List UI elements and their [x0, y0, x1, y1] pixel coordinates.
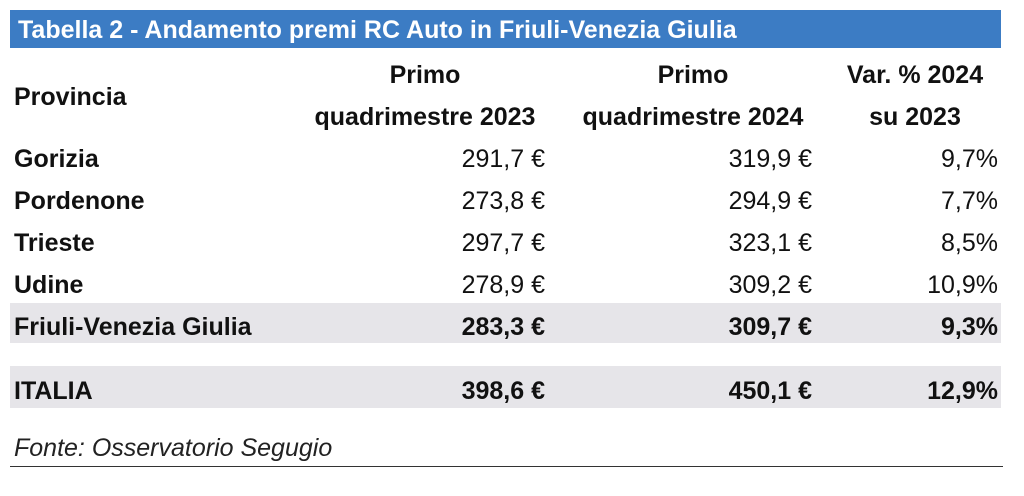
regional-total-q2023: 283,3 € [461, 313, 545, 341]
header-variation-line2: su 2023 [869, 103, 961, 131]
header-q2023-line2: quadrimestre 2023 [314, 103, 536, 131]
national-total-label: ITALIA [14, 377, 93, 405]
row-provincia: Udine [14, 271, 84, 299]
row-provincia: Gorizia [14, 145, 99, 173]
regional-total-variation: 9,3% [941, 313, 998, 341]
national-total-variation: 12,9% [927, 377, 998, 405]
source-note: Fonte: Osservatorio Segugio [14, 434, 333, 462]
row-variation: 10,9% [927, 271, 998, 299]
header-q2024-line2: quadrimestre 2024 [582, 103, 804, 131]
row-q2024: 294,9 € [728, 187, 812, 215]
national-total-band [10, 366, 1001, 408]
row-variation: 8,5% [941, 229, 998, 257]
row-q2024: 309,2 € [728, 271, 812, 299]
row-q2024: 323,1 € [728, 229, 812, 257]
row-q2024: 319,9 € [728, 145, 812, 173]
header-q2023-line1: Primo [389, 61, 461, 89]
regional-total-label: Friuli-Venezia Giulia [14, 313, 252, 341]
row-provincia: Pordenone [14, 187, 145, 215]
row-q2023: 278,9 € [461, 271, 545, 299]
national-total-q2023: 398,6 € [461, 377, 545, 405]
row-q2023: 297,7 € [461, 229, 545, 257]
row-q2023: 291,7 € [461, 145, 545, 173]
row-variation: 7,7% [941, 187, 998, 215]
header-provincia: Provincia [14, 83, 127, 111]
row-q2023: 273,8 € [461, 187, 545, 215]
row-provincia: Trieste [14, 229, 95, 257]
row-variation: 9,7% [941, 145, 998, 173]
national-total-q2024: 450,1 € [728, 377, 812, 405]
regional-total-q2024: 309,7 € [728, 313, 812, 341]
table-title: Tabella 2 - Andamento premi RC Auto in F… [10, 10, 1001, 48]
regional-total-band [10, 303, 1001, 343]
header-variation-line1: Var. % 2024 [846, 61, 984, 89]
header-q2024-line1: Primo [657, 61, 729, 89]
bottom-rule [10, 466, 1003, 467]
